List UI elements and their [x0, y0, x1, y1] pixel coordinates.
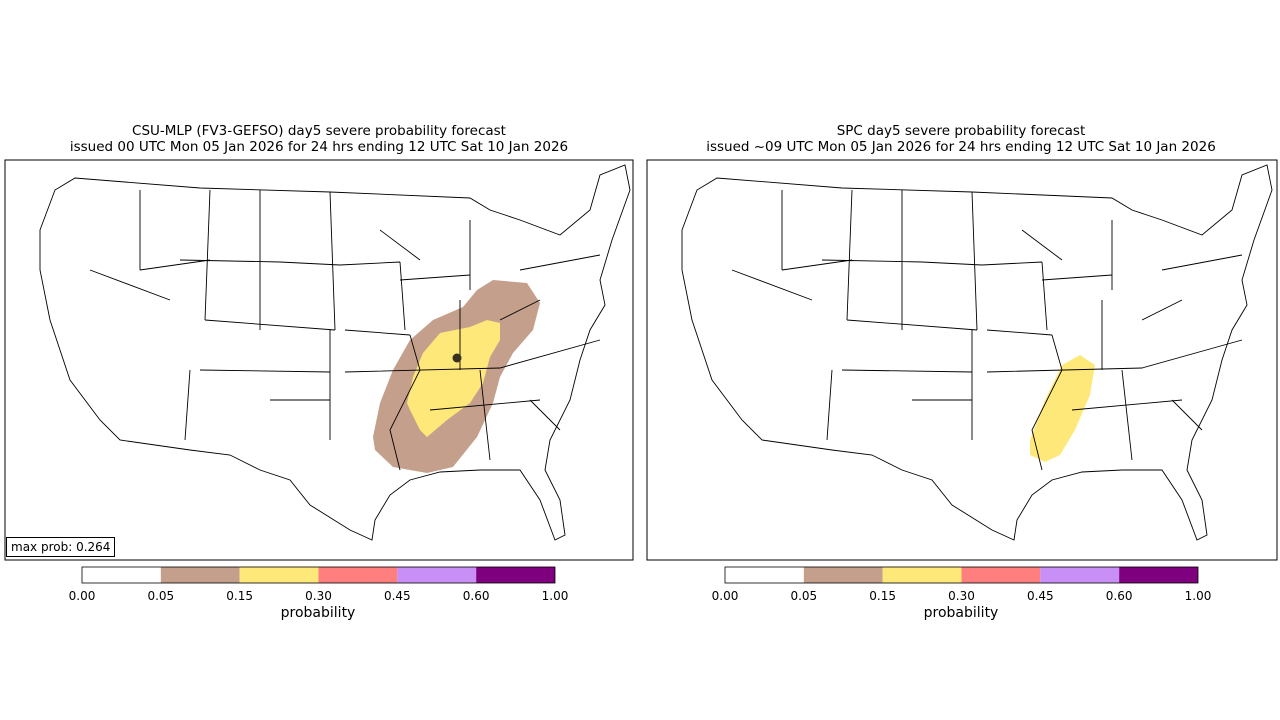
left-colorbar-tick: 1.00 [541, 589, 569, 603]
right-colorbar-label: probability [923, 605, 999, 621]
right-colorbar-tick: 0.30 [948, 589, 975, 603]
right-colorbar-tick: 0.60 [1105, 589, 1133, 603]
left-max-prob-marker [452, 353, 462, 363]
left-title-line1: CSU-MLP (FV3-GEFSO) day5 severe probabil… [132, 123, 506, 139]
left-colorbar-label: probability [280, 605, 356, 621]
left-colorbar-segment [82, 567, 161, 583]
left-colorbar-tick: 0.00 [68, 589, 96, 603]
left-colorbar-tick: 0.45 [383, 589, 411, 603]
right-colorbar-tick: 0.15 [869, 589, 897, 603]
right-colorbar-segment [1040, 567, 1120, 583]
right-title-line1: SPC day5 severe probability forecast [836, 123, 1086, 139]
left-map-frame [4, 159, 634, 561]
left-colorbar-segment [160, 567, 240, 583]
left-prob-0.15-area [407, 320, 500, 437]
right-colorbar-segment [1119, 567, 1198, 583]
left-colorbar [81, 566, 556, 584]
right-prob-0.15-area [1030, 355, 1095, 462]
right-title: SPC day5 severe probability forecast iss… [706, 123, 1216, 155]
right-map-frame [646, 159, 1278, 561]
right-colorbar [724, 566, 1199, 584]
right-colorbar-tick: 1.00 [1184, 589, 1212, 603]
left-title: CSU-MLP (FV3-GEFSO) day5 severe probabil… [70, 123, 568, 155]
left-colorbar-tick: 0.30 [305, 589, 332, 603]
right-colorbar-tick: 0.00 [711, 589, 739, 603]
left-colorbar-tick: 0.60 [462, 589, 490, 603]
left-colorbar-segment [476, 567, 555, 583]
right-colorbar-segment [725, 567, 804, 583]
right-colorbar-outline [724, 566, 1199, 584]
right-colorbar-tick: 0.05 [790, 589, 818, 603]
left-colorbar-tick: 0.15 [226, 589, 254, 603]
left-colorbar-segment [318, 567, 398, 583]
right-colorbar-segment [961, 567, 1041, 583]
left-colorbar-tick: 0.05 [147, 589, 175, 603]
right-title-line2: issued ~09 UTC Mon 05 Jan 2026 for 24 hr… [706, 139, 1216, 155]
left-title-line2: issued 00 UTC Mon 05 Jan 2026 for 24 hrs… [69, 139, 569, 155]
right-colorbar-segment [882, 567, 962, 583]
left-colorbar-segment [239, 567, 319, 583]
right-colorbar-segment [803, 567, 883, 583]
right-colorbar-tick: 0.45 [1026, 589, 1054, 603]
max-prob-box: max prob: 0.264 [6, 537, 116, 557]
left-colorbar-segment [397, 567, 477, 583]
left-colorbar-outline [81, 566, 556, 584]
